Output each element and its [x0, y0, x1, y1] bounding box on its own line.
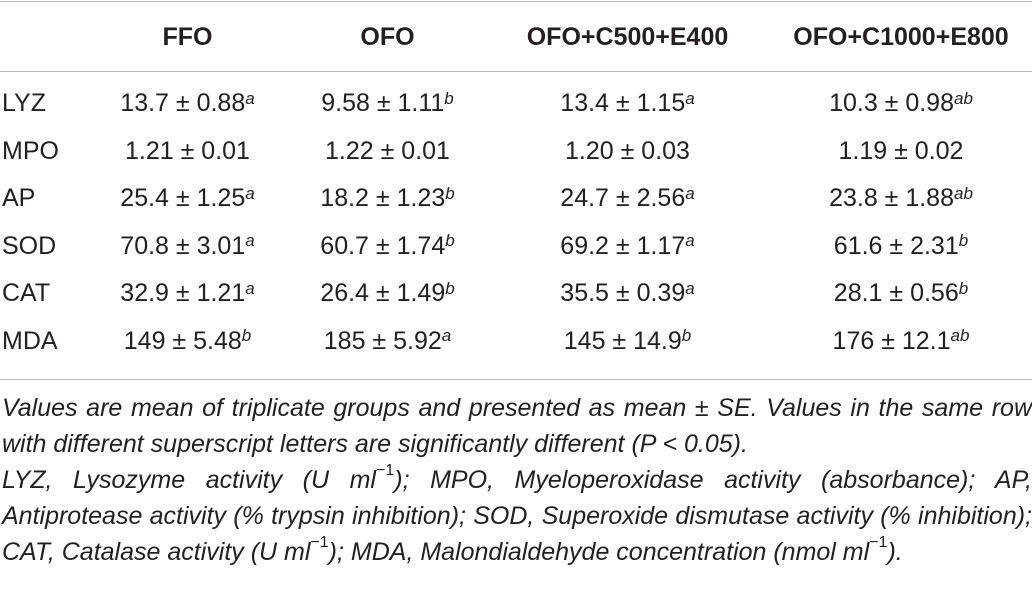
row-label: AP — [2, 184, 36, 212]
footnote-lyz: LYZ, Lysozyme activity (U ml — [2, 466, 376, 494]
row-label: MPO — [2, 136, 59, 165]
cell-value: 13.7 ± 0.88 — [120, 89, 246, 117]
table-cell: 23.8 ± 1.88 ab — [829, 183, 973, 212]
cell-value: 176 ± 12.1 — [832, 326, 951, 355]
table-cell: 176 ± 12.1 ab — [832, 326, 970, 355]
cell-value: 28.1 ± 0.56 — [833, 279, 959, 307]
table-cell: 1.21 ± 0.01 — [100, 128, 275, 175]
cell-value: 10.3 ± 0.98 — [829, 89, 954, 117]
cell-value: 70.8 ± 3.01 — [120, 231, 246, 260]
cell-value: 1.19 ± 0.02 — [838, 136, 964, 165]
footnote-exponent: −1 — [376, 461, 395, 479]
cell-value: 185 ± 5.92 — [323, 326, 442, 355]
table-cell: 13.7 ± 0.88 a — [120, 88, 255, 117]
table-cell: 24.7 ± 2.56 a — [560, 183, 695, 212]
table-cell: 35.5 ± 0.39 a — [560, 278, 695, 307]
footnote-exponent: −1 — [310, 533, 329, 551]
table-cell: 185 ± 5.92 a — [323, 326, 452, 355]
table-cell: 1.20 ± 0.03 — [495, 128, 760, 175]
footnote-exponent: −1 — [869, 533, 888, 551]
table-cell: 69.2 ± 1.17 a — [560, 231, 695, 260]
footnote-end: ). — [887, 538, 903, 566]
row-label: LYZ — [2, 89, 46, 117]
table-cell: 145 ± 14.9 b — [563, 326, 692, 355]
table-row: LYZ 13.7 ± 0.88 a 9.58 ± 1.11 b 13.4 ± 1.15 a 1… — [0, 80, 1032, 127]
table-cell: 18.2 ± 1.23 b — [320, 183, 455, 212]
table-cell: 28.1 ± 0.56 b — [833, 278, 969, 307]
table-cell: 25.4 ± 1.25 a — [120, 183, 255, 212]
table-cell: 13.4 ± 1.15 a — [560, 88, 695, 117]
table-cell: 10.3 ± 0.98 ab — [829, 88, 973, 117]
cell-value: 25.4 ± 1.25 — [120, 184, 246, 212]
cell-value: 145 ± 14.9 — [563, 326, 682, 355]
table-bottom-rule — [0, 379, 1032, 380]
header-cell-ofo-c1000-e800: OFO+C1000+E800 — [793, 23, 1009, 51]
table-cell: 26.4 ± 1.49 b — [320, 278, 455, 307]
header-cell-ffo: FFO — [162, 23, 213, 51]
cell-value: 69.2 ± 1.17 — [560, 231, 686, 260]
cell-value: 23.8 ± 1.88 — [829, 184, 954, 212]
cell-value: 1.21 ± 0.01 — [125, 136, 250, 165]
cell-value: 32.9 ± 1.21 — [120, 279, 246, 307]
table-cell: 60.7 ± 1.74 b — [320, 231, 455, 260]
row-label: SOD — [2, 231, 57, 260]
table-cell: 149 ± 5.48 b — [123, 326, 252, 355]
cell-value: 149 ± 5.48 — [123, 326, 242, 355]
cell-value: 1.22 ± 0.01 — [325, 136, 450, 165]
table-cell: 32.9 ± 1.21 a — [120, 278, 255, 307]
cell-value: 61.6 ± 2.31 — [833, 231, 959, 260]
footnote-mpo-ap-sod-cat: ); MPO, Myeloperoxidase activity (absorb… — [2, 466, 1032, 566]
table-row: CAT 32.9 ± 1.21 a 26.4 ± 1.49 b 35.5 ± 0.39 a 2… — [0, 270, 1032, 317]
footnote-abbreviations: LYZ, Lysozyme activity (U ml−1); MPO, My… — [2, 462, 1032, 570]
cell-value: 18.2 ± 1.23 — [320, 184, 446, 212]
cell-value: 13.4 ± 1.15 — [560, 89, 686, 117]
table-row: SOD 70.8 ± 3.01 a 60.7 ± 1.74 b 69.2 ± 1.17 a 6… — [0, 223, 1032, 270]
row-label: MDA — [2, 326, 58, 355]
table-cell: 61.6 ± 2.31 b — [833, 231, 969, 260]
table-cell: 70.8 ± 3.01 a — [120, 231, 255, 260]
footnote-mda: ); MDA, Malondialdehyde concentration (n… — [328, 538, 870, 566]
table-row: MDA 149 ± 5.48 b 185 ± 5.92 a 145 ± 14.9 b 176 … — [0, 318, 1032, 365]
table-cell: 1.19 ± 0.02 — [770, 128, 1032, 175]
cell-value: 1.20 ± 0.03 — [565, 136, 690, 165]
table-row: AP 25.4 ± 1.25 a 18.2 ± 1.23 b 24.7 ± 2.56 a 23… — [0, 175, 1032, 222]
cell-value: 9.58 ± 1.11 — [321, 89, 445, 117]
header-cell-ofo: OFO — [360, 23, 415, 51]
cell-value: 24.7 ± 2.56 — [560, 184, 686, 212]
table-header-rule — [0, 71, 1032, 72]
row-label: CAT — [2, 279, 51, 307]
table-row: MPO 1.21 ± 0.01 1.22 ± 0.01 1.20 ± 0.03 1.19… — [0, 128, 1032, 175]
cell-value: 35.5 ± 0.39 — [560, 279, 686, 307]
table-footnote: Values are mean of triplicate groups and… — [2, 390, 1032, 570]
table-cell: 9.58 ± 1.11 b — [321, 88, 454, 117]
header-cell-ofo-c500-e400: OFO+C500+E400 — [526, 23, 729, 51]
table-top-rule — [0, 1, 1032, 2]
cell-value: 26.4 ± 1.49 — [320, 279, 446, 307]
footnote-significance: Values are mean of triplicate groups and… — [2, 394, 1032, 458]
cell-value: 60.7 ± 1.74 — [320, 231, 446, 260]
table-cell: 1.22 ± 0.01 — [290, 128, 485, 175]
table-header-row: FFO OFO OFO+C500+E400 OFO+C1000+E800 — [0, 14, 1032, 61]
